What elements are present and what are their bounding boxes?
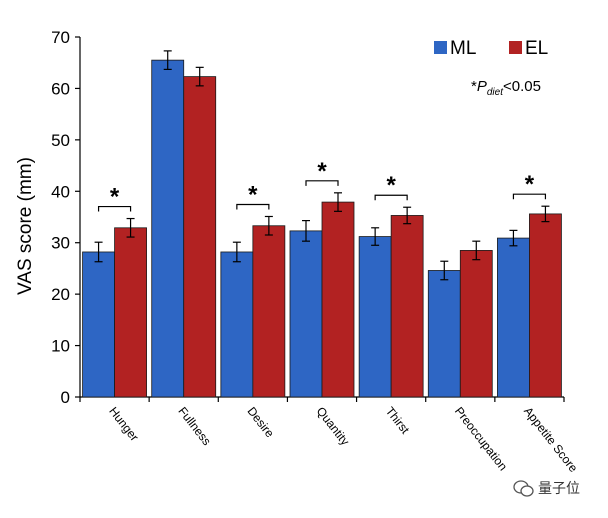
legend: ML EL <box>434 38 548 59</box>
significance-star: * <box>317 158 327 185</box>
bar-ml <box>289 230 323 398</box>
x-category-label: Thirst <box>383 404 413 437</box>
significance-markers: * * * * * <box>97 158 547 212</box>
x-category-label: Quantity <box>314 404 353 448</box>
bar-el <box>529 213 562 398</box>
bar-ml <box>151 59 185 398</box>
bars <box>82 59 562 398</box>
x-category-label: Appetite Score <box>521 404 581 475</box>
legend-label-el: EL <box>525 38 548 59</box>
y-tick-label: 40 <box>51 182 70 201</box>
y-tick-label: 70 <box>51 28 70 47</box>
x-category-label: Preoccupation <box>452 404 510 473</box>
note-subscript: diet <box>487 87 504 98</box>
y-tick-label: 0 <box>61 388 70 407</box>
bar-el <box>252 225 286 398</box>
significance-bracket <box>512 193 547 200</box>
bar-ml <box>358 236 392 398</box>
significance-star: * <box>110 184 120 211</box>
x-category-label: Fullness <box>175 404 214 448</box>
significance-note: *Pdiet<0.05 <box>471 78 541 98</box>
y-axis-label: VAS score (mm) <box>15 157 36 295</box>
y-axis: 0 10 20 30 40 50 60 70 <box>51 28 81 407</box>
note-symbol: P <box>477 78 487 95</box>
bar-el <box>183 76 217 398</box>
y-tick-label: 30 <box>51 234 70 253</box>
bar-el <box>459 250 493 398</box>
watermark: 量子位 <box>513 480 580 497</box>
bar-el <box>390 215 424 398</box>
error-bars <box>94 50 550 281</box>
x-axis: Hunger Fullness Desire Quantity Thirst Preocc… <box>79 396 581 475</box>
significance-bracket <box>236 203 270 210</box>
bar-ml <box>427 270 461 398</box>
legend-swatch-el <box>509 41 522 54</box>
bar-ml <box>497 237 530 398</box>
significance-bracket <box>374 194 408 201</box>
x-category-label: Desire <box>244 404 277 440</box>
bar-ml <box>220 251 254 398</box>
y-tick-label: 10 <box>51 337 70 356</box>
note-suffix: <0.05 <box>503 78 541 95</box>
bar-el <box>114 227 147 398</box>
bar-ml <box>82 251 115 398</box>
x-category-label: Hunger <box>106 404 141 444</box>
bar-el <box>321 201 355 398</box>
wechat-icon <box>513 480 534 497</box>
y-tick-label: 20 <box>51 285 70 304</box>
y-tick-label: 50 <box>51 131 70 150</box>
legend-label-ml: ML <box>450 38 476 59</box>
significance-star: * <box>525 171 535 198</box>
significance-star: * <box>248 181 258 208</box>
significance-star: * <box>386 172 396 199</box>
significance-bracket <box>305 180 339 186</box>
legend-swatch-ml <box>434 41 447 54</box>
y-tick-label: 60 <box>51 79 70 98</box>
watermark-text: 量子位 <box>538 480 580 496</box>
note-prefix: * <box>471 78 477 95</box>
significance-bracket <box>97 205 132 212</box>
